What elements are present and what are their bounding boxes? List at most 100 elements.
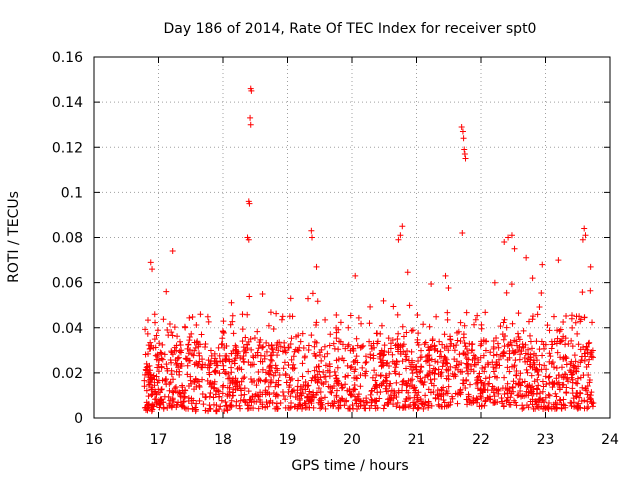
data-point <box>473 380 480 387</box>
data-point <box>463 364 470 371</box>
data-point <box>220 382 227 389</box>
data-point <box>459 128 466 135</box>
data-point <box>332 372 339 379</box>
data-point <box>194 377 201 384</box>
data-point <box>482 347 489 354</box>
data-point <box>306 388 313 395</box>
data-point <box>207 347 214 354</box>
data-point <box>160 404 167 411</box>
data-point <box>563 313 570 320</box>
data-point <box>519 405 526 412</box>
data-point <box>536 361 543 368</box>
data-point <box>427 344 434 351</box>
data-point <box>208 352 215 359</box>
data-point <box>449 393 456 400</box>
data-point <box>348 363 355 370</box>
data-point <box>144 317 151 324</box>
y-tick-label: 0.04 <box>52 321 83 337</box>
data-point <box>238 387 245 394</box>
data-point <box>367 351 374 358</box>
data-point <box>291 365 298 372</box>
data-point <box>297 401 304 408</box>
data-point <box>579 236 586 243</box>
data-point <box>581 350 588 357</box>
data-point <box>517 382 524 389</box>
data-point <box>167 397 174 404</box>
data-point <box>526 382 533 389</box>
data-point <box>205 408 212 415</box>
data-point <box>557 326 564 333</box>
data-point <box>372 382 379 389</box>
data-point <box>266 400 273 407</box>
data-point <box>287 404 294 411</box>
data-point <box>501 390 508 397</box>
data-point <box>589 319 596 326</box>
data-point <box>331 345 338 352</box>
data-point <box>354 375 361 382</box>
data-point <box>409 327 416 334</box>
data-point <box>322 362 329 369</box>
data-point <box>525 318 532 325</box>
data-point <box>569 324 576 331</box>
data-point <box>215 344 222 351</box>
data-point <box>240 355 247 362</box>
data-point <box>294 387 301 394</box>
y-axis-title: ROTI / TECUs <box>6 191 22 283</box>
data-point <box>246 293 253 300</box>
data-point <box>152 344 159 351</box>
data-point <box>372 377 379 384</box>
data-point <box>148 374 155 381</box>
data-point <box>562 341 569 348</box>
data-point <box>455 328 462 335</box>
data-point <box>521 378 528 385</box>
data-point <box>511 362 518 369</box>
data-point <box>393 403 400 410</box>
data-point <box>502 332 509 339</box>
data-point <box>581 314 588 321</box>
data-point <box>357 383 364 390</box>
data-point <box>554 335 561 342</box>
data-point <box>309 234 316 241</box>
data-point <box>240 375 247 382</box>
data-point <box>248 346 255 353</box>
data-point <box>444 316 451 323</box>
y-tick-label: 0.06 <box>52 276 83 292</box>
data-point <box>498 394 505 401</box>
data-point <box>560 401 567 408</box>
data-point <box>543 381 550 388</box>
data-point <box>447 363 454 370</box>
data-point <box>547 353 554 360</box>
data-point <box>484 387 491 394</box>
data-point <box>352 272 359 279</box>
data-point <box>154 379 161 386</box>
data-point <box>573 368 580 375</box>
data-point <box>183 356 190 363</box>
data-point <box>268 352 275 359</box>
x-tick-label: 16 <box>85 432 103 448</box>
data-point <box>431 343 438 350</box>
data-point <box>330 383 337 390</box>
data-point <box>251 334 258 341</box>
data-point <box>390 303 397 310</box>
data-point <box>347 312 354 319</box>
data-point <box>530 405 537 412</box>
data-point <box>259 391 266 398</box>
data-point <box>148 408 155 415</box>
data-point <box>309 374 316 381</box>
data-point <box>245 405 252 412</box>
data-point <box>205 357 212 364</box>
data-point <box>318 379 325 386</box>
data-point <box>527 332 534 339</box>
data-point <box>491 385 498 392</box>
data-point <box>493 334 500 341</box>
data-point <box>461 340 468 347</box>
data-point <box>437 348 444 355</box>
data-point <box>438 353 445 360</box>
data-point <box>433 313 440 320</box>
data-point <box>249 353 256 360</box>
data-point <box>173 368 180 375</box>
data-point <box>437 370 444 377</box>
y-tick-label: 0 <box>74 411 83 427</box>
data-point <box>500 353 507 360</box>
data-point <box>226 375 233 382</box>
